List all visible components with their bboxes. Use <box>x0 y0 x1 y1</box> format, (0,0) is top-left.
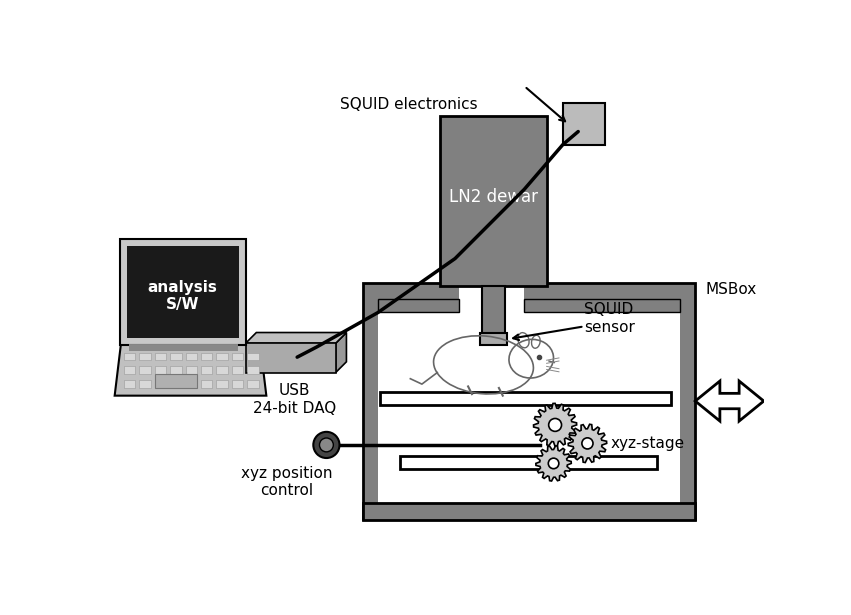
Bar <box>124 380 135 388</box>
Bar <box>216 367 228 374</box>
Bar <box>127 246 238 338</box>
Bar <box>363 504 695 519</box>
Bar <box>247 380 259 388</box>
Bar <box>170 380 181 388</box>
Circle shape <box>549 418 562 431</box>
Bar <box>380 392 671 405</box>
Circle shape <box>582 438 593 449</box>
Bar <box>482 285 505 336</box>
Polygon shape <box>695 381 763 421</box>
Text: analysis
S/W: analysis S/W <box>148 280 218 312</box>
Bar <box>231 367 243 374</box>
Circle shape <box>313 432 340 458</box>
Polygon shape <box>335 333 346 373</box>
Bar <box>231 352 243 360</box>
Polygon shape <box>115 345 266 395</box>
Bar <box>186 380 197 388</box>
Bar <box>363 284 695 519</box>
Text: LN2 dewar: LN2 dewar <box>449 188 538 206</box>
Bar <box>124 352 135 360</box>
Circle shape <box>319 438 334 452</box>
Polygon shape <box>246 333 346 343</box>
Bar <box>481 333 506 345</box>
Bar <box>140 380 151 388</box>
Bar <box>216 352 228 360</box>
Bar <box>400 456 657 469</box>
Bar <box>363 284 378 519</box>
Bar <box>247 352 259 360</box>
Bar <box>140 352 151 360</box>
Bar <box>201 367 213 374</box>
Text: xyz position
control: xyz position control <box>242 466 333 498</box>
Bar <box>247 367 259 374</box>
Bar <box>124 367 135 374</box>
Polygon shape <box>536 446 571 481</box>
Bar <box>186 352 197 360</box>
Bar <box>246 343 335 373</box>
Text: USB
24-bit DAQ: USB 24-bit DAQ <box>253 383 336 416</box>
Bar <box>201 352 213 360</box>
Bar <box>186 367 197 374</box>
Bar <box>170 367 181 374</box>
Bar <box>378 299 459 312</box>
Polygon shape <box>568 424 607 462</box>
Bar <box>440 116 547 285</box>
Bar <box>140 367 151 374</box>
Bar <box>563 103 605 145</box>
Text: xyz-stage: xyz-stage <box>610 436 685 451</box>
Bar <box>155 374 197 388</box>
Bar <box>155 380 166 388</box>
Bar <box>363 504 695 520</box>
Bar <box>120 239 246 345</box>
Bar <box>170 352 181 360</box>
Bar <box>155 367 166 374</box>
Bar <box>231 380 243 388</box>
Text: MSBox: MSBox <box>705 282 757 297</box>
Bar <box>524 284 695 299</box>
Bar <box>201 380 213 388</box>
Circle shape <box>548 458 559 469</box>
Text: SQUID electronics: SQUID electronics <box>340 97 477 112</box>
Bar <box>155 352 166 360</box>
Bar <box>524 299 680 312</box>
Bar <box>680 284 695 519</box>
Polygon shape <box>534 403 577 446</box>
Bar <box>216 380 228 388</box>
Bar <box>363 284 459 299</box>
Text: SQUID
sensor: SQUID sensor <box>585 303 635 335</box>
